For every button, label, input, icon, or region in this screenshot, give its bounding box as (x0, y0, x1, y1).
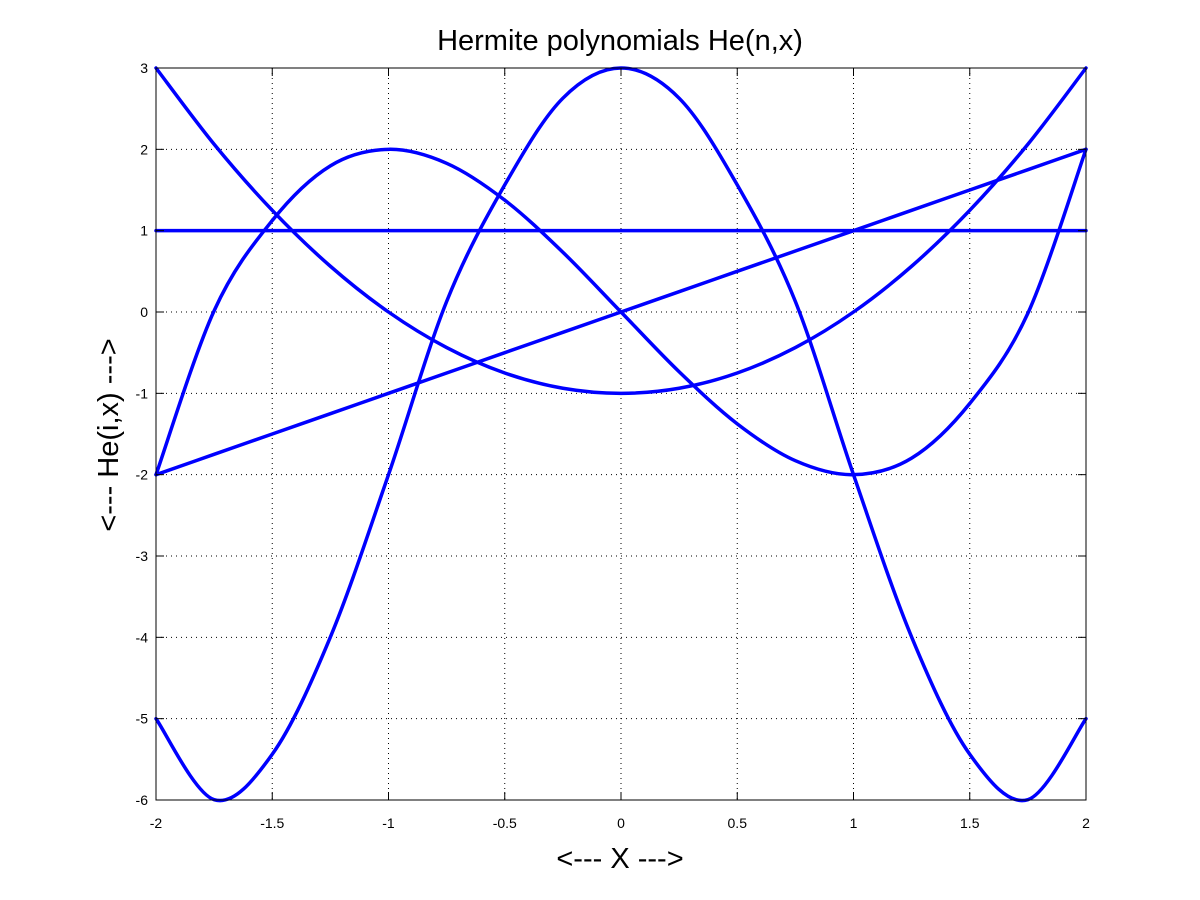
x-tick-label: 1 (850, 815, 858, 831)
x-tick-labels: -2 -1.5 -1 -0.5 0 0.5 1 1.5 2 (150, 815, 1090, 831)
y-tick-labels: -6 -5 -4 -3 -2 -1 0 1 2 3 (136, 60, 149, 808)
x-tick-label: -1.5 (260, 815, 284, 831)
axis-ticks (155, 67, 1087, 801)
x-tick-label: -1 (382, 815, 395, 831)
x-tick-label: 1.5 (960, 815, 980, 831)
y-axis-label: <--- He(i,x) ---> (93, 338, 125, 531)
y-tick-label: 2 (140, 141, 148, 157)
y-tick-label: -6 (136, 792, 149, 808)
x-tick-label: 0 (617, 815, 625, 831)
series-line-3 (154, 147, 1088, 477)
x-tick-label: -2 (150, 815, 163, 831)
x-tick-label: 2 (1082, 815, 1090, 831)
y-tick-label: 1 (140, 223, 148, 239)
y-tick-label: 3 (140, 60, 148, 76)
y-tick-label: -4 (136, 629, 149, 645)
x-tick-label: 0.5 (728, 815, 748, 831)
x-axis-label: <--- X ---> (556, 843, 683, 875)
chart-title: Hermite polynomials He(n,x) (437, 25, 803, 57)
y-tick-label: -5 (136, 711, 149, 727)
series-line-2 (154, 66, 1088, 396)
plot-series (154, 66, 1088, 803)
y-tick-label: 0 (140, 304, 148, 320)
y-tick-label: -2 (136, 467, 149, 483)
y-tick-label: -3 (136, 548, 149, 564)
x-tick-label: -0.5 (493, 815, 517, 831)
y-tick-label: -1 (136, 385, 149, 401)
